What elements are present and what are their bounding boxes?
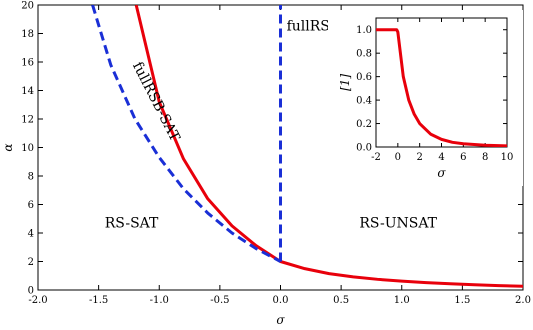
inset-y-tick-label: 0.4 — [356, 96, 372, 107]
main-y-tick-label: 16 — [21, 58, 34, 69]
inset-y-axis-label: [1] — [338, 74, 352, 91]
inset-x-tick-label: 0 — [395, 152, 401, 163]
inset-x-tick-label: 8 — [482, 152, 488, 163]
main-y-tick-label: 2 — [28, 257, 34, 268]
main-y-tick-label: 10 — [21, 143, 34, 154]
main-x-tick-label: 0.0 — [273, 295, 289, 306]
main-x-axis-label: σ — [276, 313, 285, 327]
inset-y-tick-label: 0.8 — [356, 49, 372, 60]
inset-x-tick-label: 4 — [438, 152, 444, 163]
inset-x-tick-label: -2 — [371, 152, 381, 163]
main-y-tick-label: 0 — [28, 286, 34, 297]
main-x-tick-label: -0.5 — [210, 295, 229, 306]
inset-y-tick-label: 1.0 — [356, 25, 372, 36]
inset-x-axis-label: σ — [437, 166, 446, 180]
inset-x-tick-label: 6 — [460, 152, 466, 163]
main-x-tick-label: -1.5 — [89, 295, 108, 306]
inset-solid-series-0 — [376, 28, 507, 147]
main-x-tick-label: -1.0 — [150, 295, 169, 306]
main-y-tick-label: 12 — [21, 115, 34, 126]
main-y-tick-label: 20 — [21, 1, 34, 12]
main-x-tick-label: -2.0 — [28, 295, 47, 306]
inset-y-tick-label: 0.2 — [356, 119, 372, 130]
inset-y-tick-label: 0.0 — [356, 143, 372, 154]
main-x-tick-label: 0.5 — [333, 295, 349, 306]
main-y-axis-label: α — [1, 143, 15, 151]
main-y-tick-label: 8 — [28, 172, 34, 183]
main-y-tick-label: 18 — [21, 29, 34, 40]
main-x-tick-label: 1.5 — [454, 295, 470, 306]
inset-x-tick-label: 2 — [416, 152, 422, 163]
inset-plot-frame — [375, 17, 508, 148]
main-solid-series-0 — [134, 5, 523, 288]
main-y-tick-label: 4 — [28, 229, 34, 240]
main-y-tick-label: 6 — [28, 200, 34, 211]
main-region-label: RS-SAT — [105, 215, 159, 231]
main-x-tick-label: 1.0 — [394, 295, 410, 306]
inset-chart: -2 0 2 4 6 8 10 0.0 0.2 0.4 0.6 0.8 1.0 σ [1] — [328, 10, 523, 186]
inset-x-tick-label: 10 — [501, 152, 514, 163]
main-x-tick-label: 2.0 — [515, 295, 531, 306]
inset-y-tick-label: 0.6 — [356, 72, 372, 83]
main-region-label: RS-UNSAT — [359, 215, 437, 231]
main-y-tick-label: 14 — [21, 86, 34, 97]
